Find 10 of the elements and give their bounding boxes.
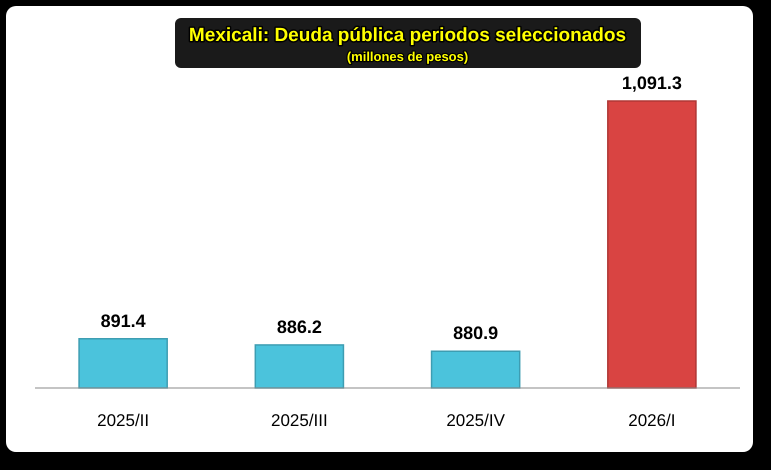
data-label: 886.2 [276, 316, 322, 337]
data-label: 880.9 [453, 323, 498, 344]
x-tick-label: 2025/IV [446, 411, 506, 430]
data-label: 1,091.3 [622, 73, 682, 93]
chart-subtitle: (millones de pesos) [346, 49, 468, 64]
data-label: 891.4 [100, 310, 146, 331]
x-tick-label: 2025/II [97, 411, 150, 430]
x-tick-label: 2026/I [628, 411, 676, 430]
chart-title: Mexicali: Deuda pública periodos seleccionados [188, 25, 626, 46]
x-tick-label: 2025/III [271, 411, 328, 430]
